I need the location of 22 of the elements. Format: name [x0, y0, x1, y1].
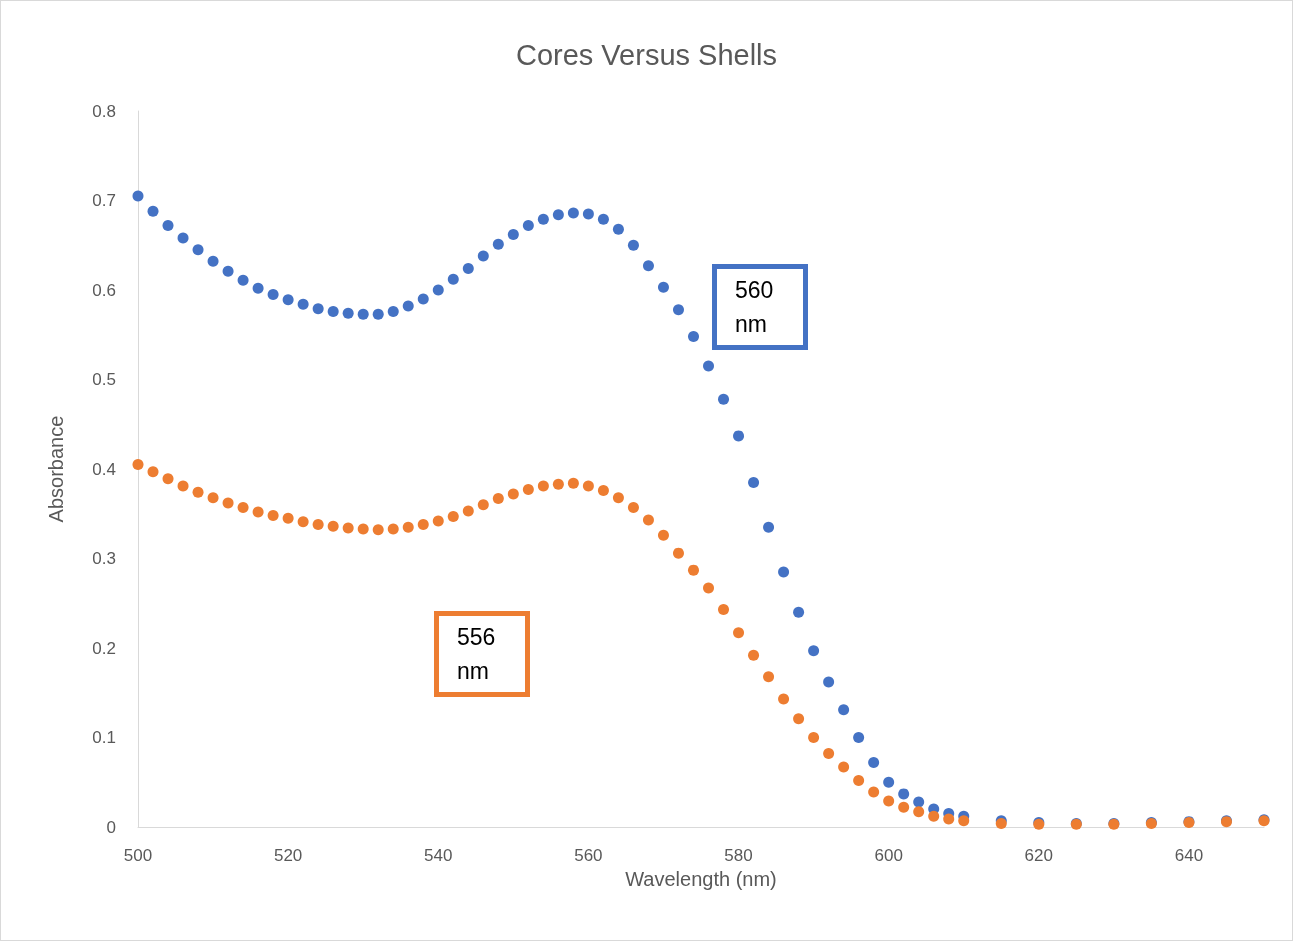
annotation: 556 nm [457, 624, 502, 684]
x-tick-label: 620 [1024, 846, 1053, 865]
y-tick-label: 0.2 [92, 638, 116, 658]
x-tick-label: 520 [273, 846, 303, 865]
x-tick-label: 560 [574, 846, 603, 865]
y-axis-title: Absorbance [45, 415, 67, 523]
annotation: 560 nm [735, 277, 780, 337]
x-tick-label: 640 [1174, 846, 1204, 865]
y-tick-label: 0.8 [92, 101, 116, 121]
x-tick-label: 500 [123, 846, 153, 865]
x-tick-label: 540 [424, 846, 453, 865]
y-tick-label: 0.5 [92, 370, 116, 389]
x-tick-label: 600 [874, 846, 903, 865]
chart-title: Cores Versus Shells [515, 38, 778, 71]
y-tick-label: 0 [106, 817, 116, 837]
x-tick-label: 580 [724, 846, 753, 865]
y-tick-label: 0.1 [92, 728, 116, 747]
y-tick-label: 0.7 [92, 191, 116, 210]
y-tick-label: 0.4 [92, 459, 116, 479]
y-tick-label: 0.3 [92, 549, 116, 568]
y-tick-label: 0.6 [92, 280, 116, 300]
x-axis-title: Wavelength (nm) [625, 867, 777, 890]
